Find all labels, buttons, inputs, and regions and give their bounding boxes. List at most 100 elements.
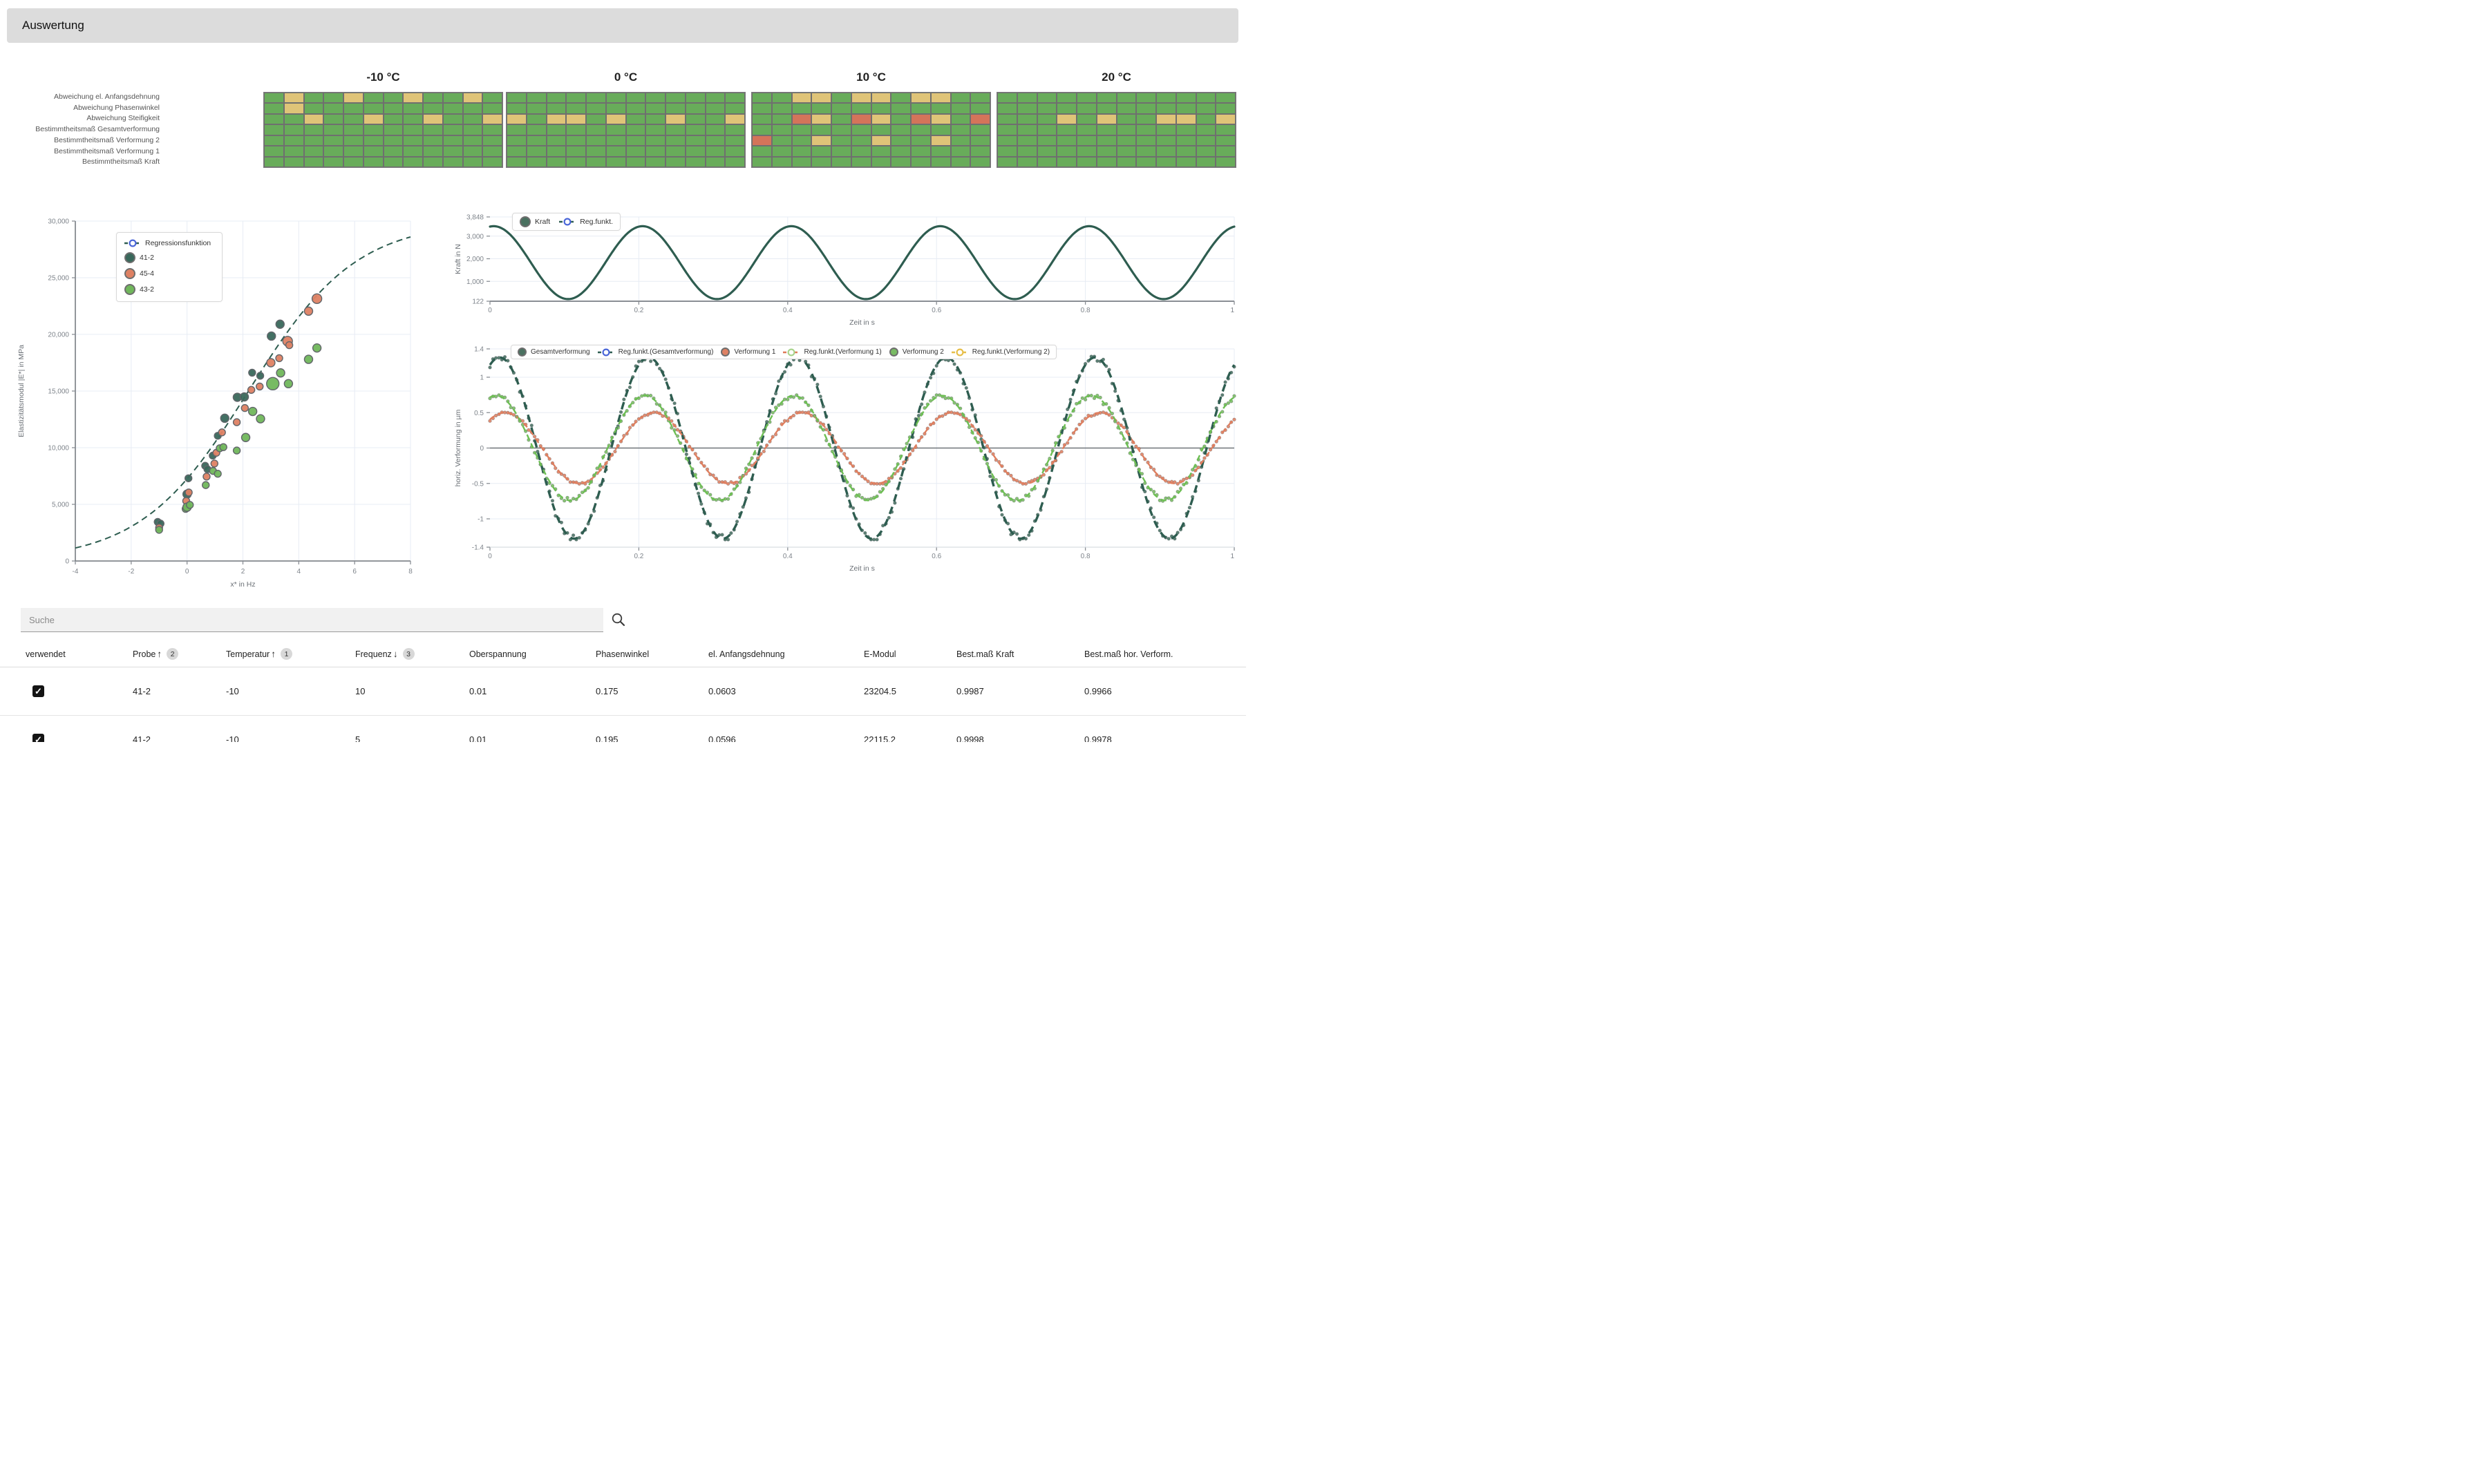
heatmap-cell[interactable] [1136, 135, 1156, 146]
heatmap-cell[interactable] [442, 103, 463, 114]
heatmap-cell[interactable] [970, 156, 990, 167]
heatmap-cell[interactable] [1017, 124, 1037, 135]
heatmap-cell[interactable] [811, 146, 831, 157]
heatmap-cell[interactable] [625, 113, 646, 125]
heatmap-cell[interactable] [1116, 146, 1137, 157]
heatmap-cell[interactable] [462, 135, 483, 146]
heatmap-cell[interactable] [363, 103, 384, 114]
heatmap-cell[interactable] [891, 124, 911, 135]
heatmap-cell[interactable] [930, 135, 951, 146]
heatmap-cell[interactable] [264, 135, 284, 146]
heatmap-cell[interactable] [303, 113, 324, 125]
heatmap-cell[interactable] [546, 156, 567, 167]
heatmap-cell[interactable] [526, 146, 547, 157]
heatmap-cell[interactable] [831, 146, 851, 157]
heatmap-cell[interactable] [566, 124, 586, 135]
heatmap-cell[interactable] [264, 93, 284, 104]
heatmap-cell[interactable] [462, 93, 483, 104]
heatmap-cell[interactable] [871, 124, 891, 135]
heatmap-cell[interactable] [705, 103, 726, 114]
heatmap-cell[interactable] [546, 93, 567, 104]
heatmap-cell[interactable] [586, 103, 606, 114]
heatmap-cell[interactable] [791, 156, 812, 167]
heatmap-cell[interactable] [526, 135, 547, 146]
heatmap-cell[interactable] [1017, 156, 1037, 167]
heatmap-cell[interactable] [791, 135, 812, 146]
heatmap-cell[interactable] [264, 156, 284, 167]
heatmap-cell[interactable] [911, 146, 931, 157]
heatmap-cell[interactable] [1176, 93, 1196, 104]
heatmap-cell[interactable] [997, 113, 1017, 125]
heatmap-cell[interactable] [423, 103, 443, 114]
heatmap-cell[interactable] [771, 146, 792, 157]
heatmap-cell[interactable] [645, 156, 666, 167]
heatmap-cell[interactable] [1176, 146, 1196, 157]
heatmap-cell[interactable] [752, 124, 772, 135]
heatmap-cell[interactable] [791, 146, 812, 157]
heatmap-cell[interactable] [752, 103, 772, 114]
heatmap-cell[interactable] [403, 124, 423, 135]
heatmap-cell[interactable] [625, 156, 646, 167]
heatmap-cell[interactable] [811, 103, 831, 114]
heatmap-cell[interactable] [343, 113, 364, 125]
heatmap-cell[interactable] [1057, 113, 1077, 125]
heatmap-cell[interactable] [264, 103, 284, 114]
heatmap-cell[interactable] [1057, 103, 1077, 114]
column-header-temperatur[interactable]: Temperatur ↑ 1 [226, 648, 355, 660]
heatmap-cell[interactable] [323, 135, 343, 146]
heatmap-cell[interactable] [442, 113, 463, 125]
heatmap-cell[interactable] [1156, 113, 1176, 125]
heatmap-cell[interactable] [752, 156, 772, 167]
heatmap-cell[interactable] [811, 113, 831, 125]
heatmap-cell[interactable] [666, 113, 686, 125]
heatmap-cell[interactable] [442, 93, 463, 104]
heatmap-cell[interactable] [645, 124, 666, 135]
heatmap-cell[interactable] [997, 146, 1017, 157]
heatmap-cell[interactable] [1136, 103, 1156, 114]
heatmap-cell[interactable] [526, 156, 547, 167]
heatmap-cell[interactable] [363, 156, 384, 167]
heatmap-cell[interactable] [283, 103, 304, 114]
heatmap-cell[interactable] [705, 135, 726, 146]
heatmap-cell[interactable] [911, 124, 931, 135]
legend-item[interactable]: Verformung 2 [889, 348, 944, 356]
heatmap-cell[interactable] [1156, 156, 1176, 167]
heatmap-cell[interactable] [725, 124, 745, 135]
heatmap-cell[interactable] [752, 113, 772, 125]
heatmap-cell[interactable] [705, 113, 726, 125]
heatmap-cell[interactable] [1077, 113, 1097, 125]
heatmap-cell[interactable] [482, 146, 502, 157]
heatmap-cell[interactable] [1037, 135, 1057, 146]
heatmap-cell[interactable] [343, 103, 364, 114]
heatmap-cell[interactable] [586, 146, 606, 157]
heatmap-cell[interactable] [303, 135, 324, 146]
heatmap-cell[interactable] [666, 135, 686, 146]
heatmap-cell[interactable] [383, 156, 404, 167]
heatmap-cell[interactable] [303, 124, 324, 135]
heatmap-cell[interactable] [950, 93, 971, 104]
heatmap-cell[interactable] [462, 103, 483, 114]
heatmap-cell[interactable] [462, 156, 483, 167]
heatmap-cell[interactable] [851, 103, 871, 114]
column-header-frequenz[interactable]: Frequenz ↓ 3 [355, 648, 469, 660]
heatmap-cell[interactable] [1057, 146, 1077, 157]
legend-item[interactable]: 41-2 [124, 252, 211, 263]
heatmap-cell[interactable] [566, 113, 586, 125]
heatmap-cell[interactable] [705, 93, 726, 104]
heatmap-cell[interactable] [1196, 146, 1216, 157]
heatmap-cell[interactable] [831, 156, 851, 167]
legend-item[interactable]: Reg.funkt.(Verformung 2) [951, 348, 1050, 356]
heatmap-cell[interactable] [851, 93, 871, 104]
heatmap-cell[interactable] [725, 113, 745, 125]
heatmap-cell[interactable] [666, 146, 686, 157]
heatmap-cell[interactable] [1116, 103, 1137, 114]
heatmap-cell[interactable] [911, 93, 931, 104]
heatmap-cell[interactable] [950, 124, 971, 135]
heatmap-cell[interactable] [930, 156, 951, 167]
heatmap-cell[interactable] [423, 146, 443, 157]
heatmap-cell[interactable] [403, 103, 423, 114]
search-icon[interactable] [611, 612, 626, 627]
heatmap-cell[interactable] [970, 93, 990, 104]
heatmap-cell[interactable] [1216, 103, 1236, 114]
heatmap-cell[interactable] [645, 113, 666, 125]
